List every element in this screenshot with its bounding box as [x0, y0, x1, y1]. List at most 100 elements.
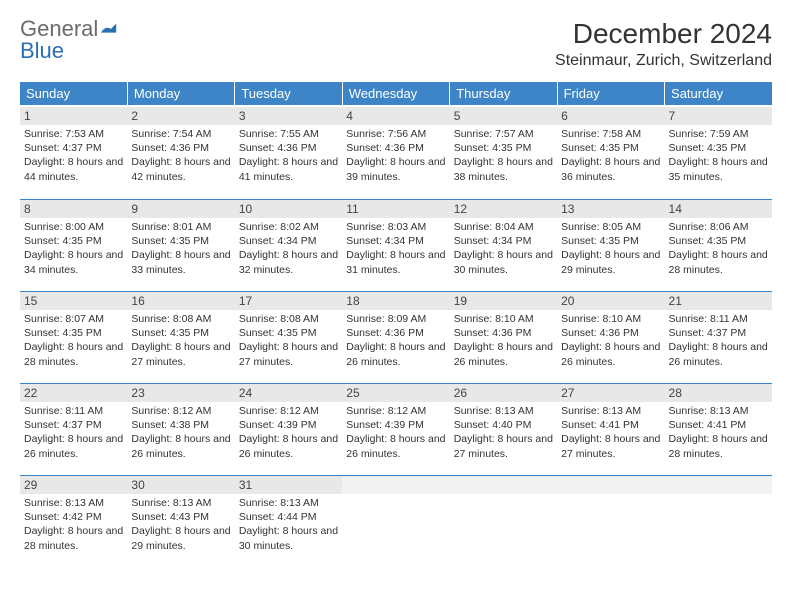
day-info: Sunrise: 8:08 AMSunset: 4:35 PMDaylight:…	[239, 312, 338, 369]
calendar-cell: 15 Sunrise: 8:07 AMSunset: 4:35 PMDayligh…	[20, 289, 127, 381]
calendar-cell: ..	[450, 473, 557, 565]
calendar-cell: 4Sunrise: 7:56 AMSunset: 4:36 PMDaylight…	[342, 105, 449, 197]
calendar-cell: 26 Sunrise: 8:13 AMSunset: 4:40 PMDayligh…	[450, 381, 557, 473]
day-info: Sunrise: 8:13 AMSunset: 4:44 PMDaylight:…	[239, 496, 338, 553]
weekday-header: Monday	[127, 82, 234, 105]
logo-word-blue: Blue	[20, 38, 64, 63]
day-info: Sunrise: 8:11 AMSunset: 4:37 PMDaylight:…	[669, 312, 768, 369]
day-info: Sunrise: 8:12 AMSunset: 4:38 PMDaylight:…	[131, 404, 230, 461]
day-number: 21	[665, 291, 772, 310]
calendar-cell: 14 Sunrise: 8:06 AMSunset: 4:35 PMDayligh…	[665, 197, 772, 289]
day-info: Sunrise: 8:11 AMSunset: 4:37 PMDaylight:…	[24, 404, 123, 461]
day-number: 24	[235, 383, 342, 402]
day-number: 18	[342, 291, 449, 310]
day-number: 17	[235, 291, 342, 310]
day-number: 15	[20, 291, 127, 310]
calendar-cell: 21 Sunrise: 8:11 AMSunset: 4:37 PMDayligh…	[665, 289, 772, 381]
header: General Blue December 2024 Steinmaur, Zu…	[20, 18, 772, 70]
day-number: 11	[342, 199, 449, 218]
calendar-cell: 30 Sunrise: 8:13 AMSunset: 4:43 PMDayligh…	[127, 473, 234, 565]
day-number: 13	[557, 199, 664, 218]
day-number: 31	[235, 475, 342, 494]
day-info: Sunrise: 7:54 AMSunset: 4:36 PMDaylight:…	[131, 127, 230, 184]
weekday-header: Saturday	[665, 82, 772, 105]
day-number: 20	[557, 291, 664, 310]
calendar-row: 15 Sunrise: 8:07 AMSunset: 4:35 PMDayligh…	[20, 289, 772, 381]
day-number: 19	[450, 291, 557, 310]
calendar-cell: 9Sunrise: 8:01 AMSunset: 4:35 PMDaylight…	[127, 197, 234, 289]
day-info: Sunrise: 8:10 AMSunset: 4:36 PMDaylight:…	[454, 312, 553, 369]
weekday-header: Thursday	[450, 82, 557, 105]
day-number: 4	[342, 107, 449, 125]
calendar-cell: 25Sunrise: 8:12 AMSunset: 4:39 PMDayligh…	[342, 381, 449, 473]
calendar-body: 1 Sunrise: 7:53 AMSunset: 4:37 PMDaylight…	[20, 105, 772, 565]
day-number: 28	[665, 383, 772, 402]
day-info: Sunrise: 7:57 AMSunset: 4:35 PMDaylight:…	[454, 127, 553, 184]
calendar-cell: 3 Sunrise: 7:55 AMSunset: 4:36 PMDaylight…	[235, 105, 342, 197]
day-number: 14	[665, 199, 772, 218]
calendar-cell: 16 Sunrise: 8:08 AMSunset: 4:35 PMDayligh…	[127, 289, 234, 381]
day-number: 26	[450, 383, 557, 402]
day-number: 1	[20, 107, 127, 125]
calendar-cell: 28Sunrise: 8:13 AMSunset: 4:41 PMDayligh…	[665, 381, 772, 473]
calendar-cell: 27Sunrise: 8:13 AMSunset: 4:41 PMDayligh…	[557, 381, 664, 473]
weekday-header: Tuesday	[235, 82, 342, 105]
calendar-cell: 2 Sunrise: 7:54 AMSunset: 4:36 PMDaylight…	[127, 105, 234, 197]
day-info: Sunrise: 8:08 AMSunset: 4:35 PMDaylight:…	[131, 312, 230, 369]
day-number: 25	[342, 383, 449, 402]
calendar-cell: 23Sunrise: 8:12 AMSunset: 4:38 PMDayligh…	[127, 381, 234, 473]
day-info: Sunrise: 8:05 AMSunset: 4:35 PMDaylight:…	[561, 220, 660, 277]
day-info: Sunrise: 8:09 AMSunset: 4:36 PMDaylight:…	[346, 312, 445, 369]
calendar-row: 29 Sunrise: 8:13 AMSunset: 4:42 PMDayligh…	[20, 473, 772, 565]
logo: General Blue	[20, 18, 118, 62]
day-info: Sunrise: 7:59 AMSunset: 4:35 PMDaylight:…	[669, 127, 768, 184]
day-number: 12	[450, 199, 557, 218]
calendar-header-row: SundayMondayTuesdayWednesdayThursdayFrid…	[20, 82, 772, 105]
calendar-cell: ..	[557, 473, 664, 565]
day-number: 6	[557, 107, 664, 125]
day-number: 2	[127, 107, 234, 125]
calendar-row: 22 Sunrise: 8:11 AMSunset: 4:37 PMDayligh…	[20, 381, 772, 473]
logo-wave-icon	[100, 20, 118, 38]
calendar-row: 8 Sunrise: 8:00 AMSunset: 4:35 PMDaylight…	[20, 197, 772, 289]
calendar-cell: 10 Sunrise: 8:02 AMSunset: 4:34 PMDayligh…	[235, 197, 342, 289]
day-number: 7	[665, 107, 772, 125]
day-info: Sunrise: 7:58 AMSunset: 4:35 PMDaylight:…	[561, 127, 660, 184]
calendar-cell: 5 Sunrise: 7:57 AMSunset: 4:35 PMDaylight…	[450, 105, 557, 197]
weekday-header: Sunday	[20, 82, 127, 105]
day-number: 16	[127, 291, 234, 310]
calendar-table: SundayMondayTuesdayWednesdayThursdayFrid…	[20, 82, 772, 565]
day-number: 3	[235, 107, 342, 125]
calendar-cell: 22 Sunrise: 8:11 AMSunset: 4:37 PMDayligh…	[20, 381, 127, 473]
calendar-cell: 12 Sunrise: 8:04 AMSunset: 4:34 PMDayligh…	[450, 197, 557, 289]
day-info: Sunrise: 7:55 AMSunset: 4:36 PMDaylight:…	[239, 127, 338, 184]
day-info: Sunrise: 8:13 AMSunset: 4:43 PMDaylight:…	[131, 496, 230, 553]
day-info: Sunrise: 7:53 AMSunset: 4:37 PMDaylight:…	[24, 127, 123, 184]
title-block: December 2024 Steinmaur, Zurich, Switzer…	[555, 18, 772, 70]
day-info: Sunrise: 8:13 AMSunset: 4:41 PMDaylight:…	[561, 404, 660, 461]
logo-text: General Blue	[20, 18, 98, 62]
day-info: Sunrise: 8:06 AMSunset: 4:35 PMDaylight:…	[669, 220, 768, 277]
location-subtitle: Steinmaur, Zurich, Switzerland	[555, 52, 772, 70]
day-info: Sunrise: 8:02 AMSunset: 4:34 PMDaylight:…	[239, 220, 338, 277]
day-info: Sunrise: 8:07 AMSunset: 4:35 PMDaylight:…	[24, 312, 123, 369]
weekday-header: Friday	[557, 82, 664, 105]
day-number: 9	[127, 199, 234, 218]
day-info: Sunrise: 8:04 AMSunset: 4:34 PMDaylight:…	[454, 220, 553, 277]
day-number: 22	[20, 383, 127, 402]
calendar-cell: 6 Sunrise: 7:58 AMSunset: 4:35 PMDaylight…	[557, 105, 664, 197]
day-info: Sunrise: 8:00 AMSunset: 4:35 PMDaylight:…	[24, 220, 123, 277]
day-number: 10	[235, 199, 342, 218]
day-info: Sunrise: 8:13 AMSunset: 4:42 PMDaylight:…	[24, 496, 123, 553]
calendar-cell: 8 Sunrise: 8:00 AMSunset: 4:35 PMDaylight…	[20, 197, 127, 289]
calendar-cell: 31 Sunrise: 8:13 AMSunset: 4:44 PMDayligh…	[235, 473, 342, 565]
day-info: Sunrise: 8:13 AMSunset: 4:40 PMDaylight:…	[454, 404, 553, 461]
day-info: Sunrise: 8:10 AMSunset: 4:36 PMDaylight:…	[561, 312, 660, 369]
calendar-cell: 13 Sunrise: 8:05 AMSunset: 4:35 PMDayligh…	[557, 197, 664, 289]
day-number: 30	[127, 475, 234, 494]
calendar-cell: ..	[665, 473, 772, 565]
calendar-cell: 1 Sunrise: 7:53 AMSunset: 4:37 PMDaylight…	[20, 105, 127, 197]
day-number: 8	[20, 199, 127, 218]
day-number: 29	[20, 475, 127, 494]
day-number: 5	[450, 107, 557, 125]
